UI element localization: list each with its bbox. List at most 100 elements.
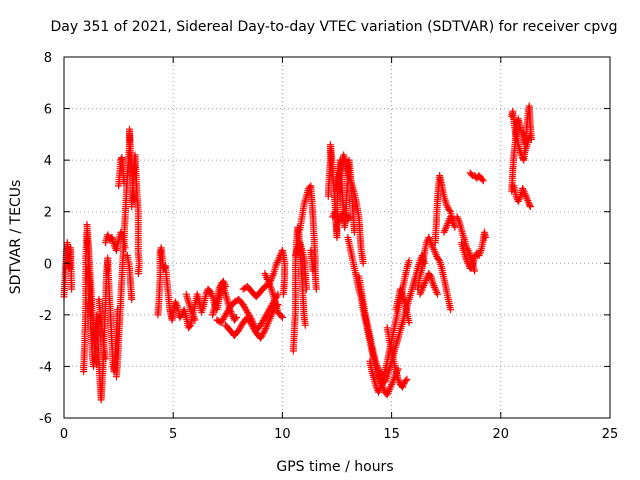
- data-point: [342, 210, 350, 218]
- data-point: [467, 170, 475, 178]
- data-point: [312, 285, 320, 293]
- data-point: [259, 317, 267, 324]
- data-point: [523, 195, 531, 203]
- data-point: [247, 320, 255, 328]
- data-point: [190, 314, 198, 322]
- data-point: [267, 313, 275, 321]
- data-point: [405, 319, 413, 327]
- data-point: [346, 213, 354, 221]
- data-point: [221, 281, 229, 289]
- data-point: [171, 298, 179, 306]
- data-point: [266, 314, 274, 322]
- data-point: [442, 200, 450, 208]
- data-point: [237, 323, 244, 331]
- data-point: [420, 282, 428, 290]
- data-point: [280, 290, 287, 298]
- data-point: [257, 321, 265, 329]
- data-point: [374, 363, 382, 371]
- data-point: [402, 377, 410, 385]
- x-tick-labels: 0 5 10 15 20 25: [60, 427, 618, 442]
- data-point: [416, 290, 424, 298]
- data-point: [383, 391, 391, 399]
- y-tick-label: 4: [44, 154, 52, 169]
- data-point: [388, 381, 396, 388]
- data-point: [259, 329, 267, 337]
- data-point: [273, 260, 281, 268]
- data-point: [309, 267, 317, 275]
- data-point: [432, 287, 440, 295]
- data-point: [440, 228, 448, 236]
- data-point: [478, 176, 486, 183]
- data-point: [375, 365, 382, 373]
- data-point: [426, 235, 433, 243]
- data-point: [429, 244, 437, 252]
- data-point: [420, 280, 428, 288]
- data-point: [373, 362, 381, 370]
- data-point: [250, 324, 258, 332]
- data-point: [397, 287, 405, 295]
- data-point: [417, 289, 425, 296]
- data-point: [431, 247, 439, 255]
- x-tick-label: 10: [274, 427, 291, 442]
- data-point: [471, 267, 479, 275]
- data-point: [431, 249, 439, 257]
- data-point: [240, 302, 248, 310]
- data-point: [277, 312, 285, 320]
- data-point: [476, 248, 484, 256]
- y-tick-label: 0: [44, 257, 52, 272]
- data-point: [442, 223, 450, 231]
- data-point: [451, 223, 459, 231]
- data-point: [268, 309, 276, 317]
- data-point: [522, 193, 530, 201]
- plot-frame: [63, 56, 611, 419]
- data-point: [274, 257, 282, 265]
- data-point: [447, 306, 455, 314]
- data-point: [386, 384, 394, 392]
- data-point: [337, 213, 345, 221]
- data-point: [462, 254, 470, 262]
- data-points: [60, 102, 535, 404]
- data-point: [331, 208, 339, 216]
- chart-title: Day 351 of 2021, Sidereal Day-to-day VTE…: [51, 19, 618, 35]
- data-point: [172, 300, 180, 308]
- data-point: [260, 315, 268, 323]
- data-point: [243, 307, 251, 315]
- data-point: [372, 360, 380, 368]
- data-point: [104, 231, 112, 239]
- data-point: [447, 213, 455, 221]
- data-point: [525, 133, 533, 141]
- data-point: [359, 259, 367, 267]
- y-tick-label: -2: [39, 309, 52, 324]
- data-point: [471, 254, 479, 262]
- data-point: [399, 381, 407, 389]
- data-point: [482, 234, 489, 241]
- data-point: [405, 257, 413, 265]
- data-point: [273, 258, 281, 266]
- data-point: [431, 285, 439, 293]
- data-point: [231, 315, 239, 323]
- data-point: [450, 222, 458, 229]
- data-point: [375, 367, 383, 375]
- data-point: [262, 325, 270, 333]
- data-point: [269, 271, 277, 279]
- data-point: [517, 127, 525, 135]
- data-point: [120, 179, 128, 187]
- data-point: [525, 198, 532, 206]
- data-point: [447, 215, 455, 223]
- data-point: [219, 316, 227, 323]
- data-point: [475, 252, 483, 259]
- data-point: [444, 220, 452, 228]
- y-tick-label: 2: [44, 206, 52, 221]
- data-point: [239, 301, 247, 308]
- data-point: [453, 213, 461, 221]
- data-point: [467, 263, 475, 271]
- data-point: [236, 325, 244, 333]
- data-point: [446, 206, 453, 214]
- data-point: [394, 375, 402, 383]
- y-tick-label: 8: [44, 51, 52, 66]
- data-point: [278, 313, 286, 321]
- data-point: [173, 301, 181, 309]
- data-point: [426, 271, 434, 279]
- data-point: [433, 289, 441, 296]
